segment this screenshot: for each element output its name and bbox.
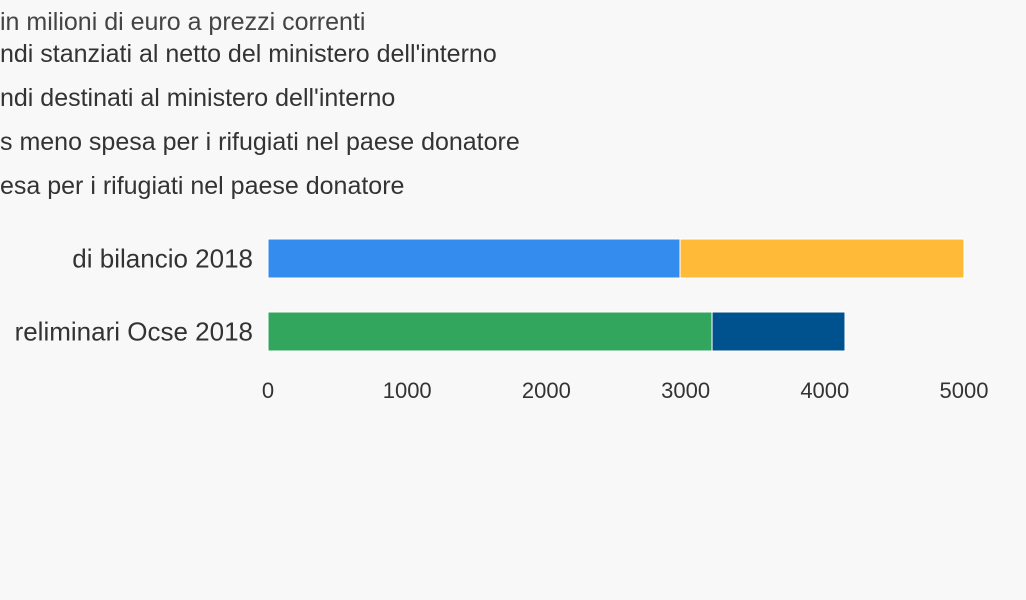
x-tick-label: 3000 [661, 378, 710, 403]
chart-subtitle: in milioni di euro a prezzi correnti [0, 8, 366, 36]
legend-item-aps-meno-rifugiati[interactable]: s meno spesa per i rifugiati nel paese d… [0, 128, 520, 156]
bar-segment[interactable] [267, 238, 681, 279]
bar-segment[interactable] [267, 311, 713, 352]
x-tick-label: 2000 [522, 378, 571, 403]
legend-item-spesa-rifugiati[interactable]: esa per i rifugiati nel paese donatore [0, 172, 405, 200]
legend: ndi stanziati al netto del ministero del… [0, 38, 520, 214]
bar-segment[interactable] [679, 238, 965, 279]
x-tick-label: 5000 [940, 378, 989, 403]
bar-segment[interactable] [711, 311, 846, 352]
category-label: di bilancio 2018 [72, 244, 253, 274]
x-tick-label: 1000 [383, 378, 432, 403]
legend-item-fondi-interno[interactable]: ndi destinati al ministero dell'interno [0, 84, 396, 112]
category-label: reliminari Ocse 2018 [15, 317, 253, 347]
x-tick-label: 0 [262, 378, 274, 403]
x-tick-label: 4000 [800, 378, 849, 403]
legend-item-fondi-netto[interactable]: ndi stanziati al netto del ministero del… [0, 40, 497, 68]
